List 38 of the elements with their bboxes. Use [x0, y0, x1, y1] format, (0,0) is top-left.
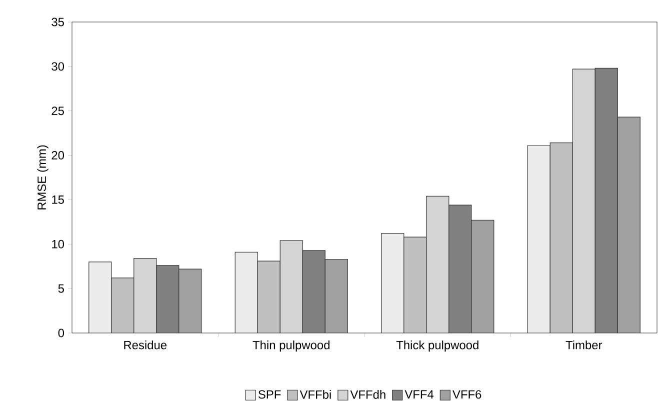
bar: [426, 196, 449, 333]
bar: [156, 265, 180, 333]
y-tick-label: 30: [52, 62, 64, 71]
bar: [111, 278, 134, 333]
bar: [88, 262, 112, 333]
bar: [550, 142, 573, 333]
y-tick-label: 5: [58, 284, 64, 293]
bar: [302, 250, 326, 333]
y-tick-label: 20: [52, 151, 64, 160]
y-tick-label: 0: [58, 328, 64, 338]
bar: [594, 68, 618, 333]
bar: [134, 258, 157, 333]
legend-label: VFFbi: [300, 390, 331, 399]
bar: [448, 205, 472, 333]
x-tick-label: Thick pulpwood: [396, 340, 478, 352]
x-tick-label: Thin pulpwood: [252, 340, 330, 352]
bar: [471, 220, 494, 333]
x-tick-label: Residue: [124, 340, 167, 350]
y-tick-label: 25: [52, 106, 64, 116]
y-tick-label: 15: [52, 196, 64, 204]
legend-label: VFF6: [452, 390, 482, 399]
bar: [572, 68, 596, 333]
x-tick-label: Timber: [566, 340, 602, 350]
bar: [617, 116, 640, 333]
bar: [234, 252, 258, 333]
legend-label: VFFdh: [350, 390, 386, 399]
bar: [178, 268, 202, 333]
y-axis-title: RMSE (mm): [37, 145, 48, 210]
y-tick-label: 10: [52, 240, 64, 248]
bar: [257, 260, 280, 333]
legend-label: VFF4: [404, 390, 434, 398]
bar: [324, 258, 348, 333]
bar: [381, 233, 404, 333]
bar: [280, 240, 303, 333]
legend-label: SPF: [258, 390, 281, 399]
bar: [404, 237, 426, 333]
y-tick-label: 35: [52, 18, 64, 26]
bar: [527, 145, 550, 333]
